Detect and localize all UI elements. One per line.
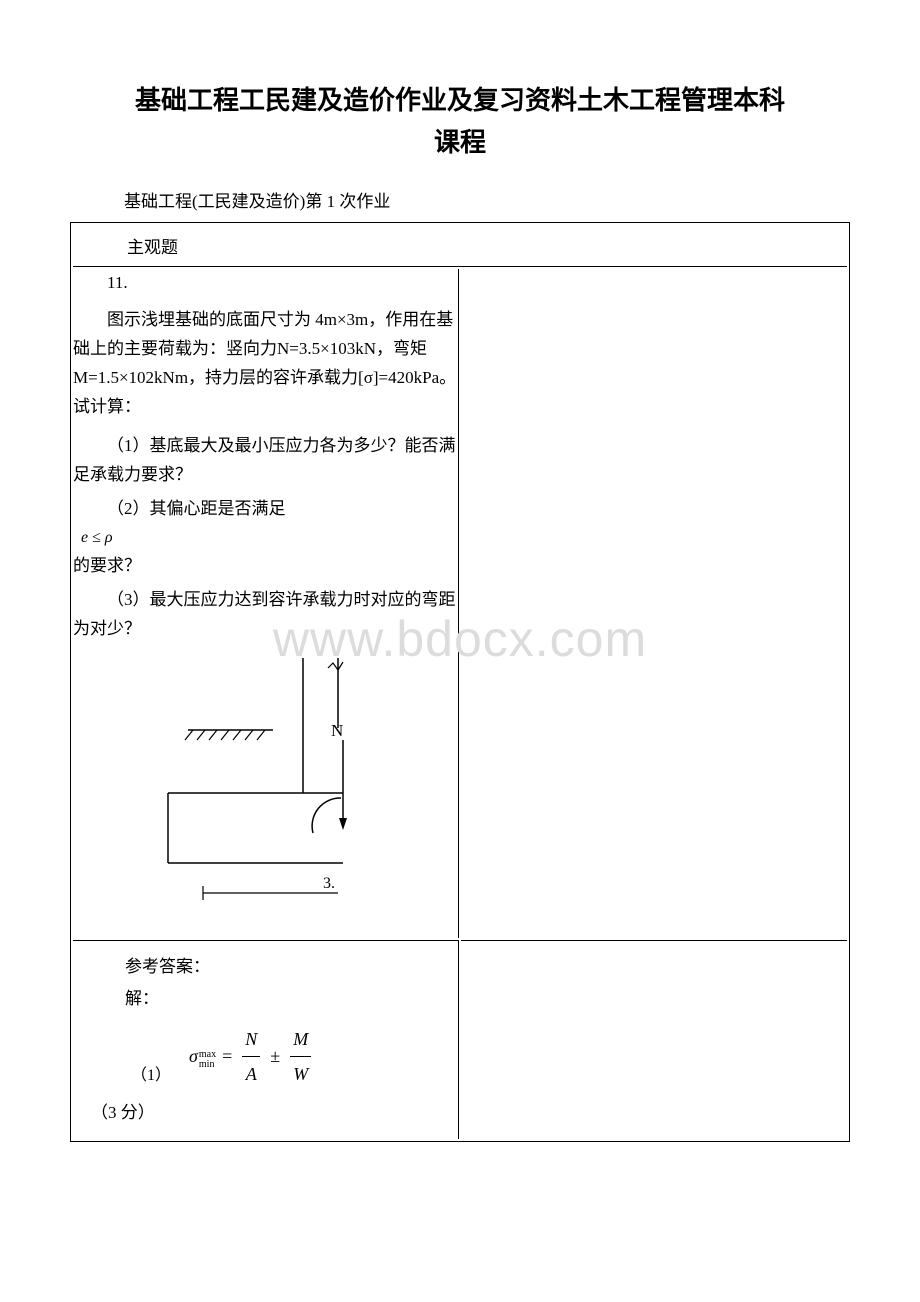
problem-table: 主观题 11. 图示浅埋基础的底面尺寸为 4m×3m，作用在基础上的主要荷载为：… xyxy=(70,222,850,1142)
plus-minus-sign: ± xyxy=(270,1039,280,1073)
sigma-subscript: max min xyxy=(199,1050,216,1070)
diagram-label-dim: 3. xyxy=(323,875,335,892)
answer-label: 参考答案： xyxy=(91,951,440,983)
frac1-top: N xyxy=(242,1022,260,1056)
problem-right-cell xyxy=(461,269,847,938)
frac2-bot: W xyxy=(290,1057,311,1091)
frac1-bot: A xyxy=(243,1057,260,1091)
fraction-na: N A xyxy=(242,1022,260,1091)
answer-right-cell xyxy=(461,940,847,1139)
title-line-1: 基础工程工民建及造价作业及复习资料土木工程管理本科 xyxy=(135,86,785,115)
sub-question-3: （3）最大压应力达到容许承载力时对应的弯距为对少？ xyxy=(73,586,458,644)
section-header-row: 主观题 xyxy=(73,225,847,267)
problem-intro: 图示浅埋基础的底面尺寸为 4m×3m，作用在基础上的主要荷载为：竖向力N=3.5… xyxy=(73,306,458,422)
assignment-subtitle: 基础工程(工民建及造价)第 1 次作业 xyxy=(70,187,850,212)
problem-content-row: 11. 图示浅埋基础的底面尺寸为 4m×3m，作用在基础上的主要荷载为：竖向力N… xyxy=(73,269,847,938)
formula-1: （1） σ max min = N A ± M xyxy=(91,1022,440,1091)
sub-question-1: （1）基底最大及最小压应力各为多少？能否满足承载力要求？ xyxy=(73,432,458,490)
fraction-mw: M W xyxy=(290,1022,311,1091)
diagram-label-n: N xyxy=(331,721,343,740)
sub-question-2-math: e ≤ ρ xyxy=(73,524,458,551)
formula-1-prefix: （1） xyxy=(131,1061,171,1091)
equals-sign: = xyxy=(222,1039,232,1073)
sub-question-2a: （2）其偏心距是否满足 xyxy=(73,495,458,524)
formula-1-lhs: σ max min xyxy=(189,1039,216,1073)
sub-question-2b: 的要求？ xyxy=(73,552,458,581)
section-header-cell: 主观题 xyxy=(73,225,847,267)
page-title: 基础工程工民建及造价作业及复习资料土木工程管理本科 课程 xyxy=(70,80,850,163)
solution-label: 解： xyxy=(91,983,440,1015)
diagram-svg: N 3. xyxy=(73,658,353,918)
sigma-symbol: σ xyxy=(189,1039,198,1073)
answer-row: 参考答案： 解： （1） σ max min = N A ± xyxy=(73,940,847,1139)
frac2-top: M xyxy=(290,1022,311,1056)
sub-min: min xyxy=(199,1060,216,1070)
foundation-diagram: N 3. xyxy=(73,658,458,928)
title-line-2: 课程 xyxy=(434,128,486,157)
question-number: 11. xyxy=(73,269,458,298)
problem-cell: 11. 图示浅埋基础的底面尺寸为 4m×3m，作用在基础上的主要荷载为：竖向力N… xyxy=(73,269,459,938)
answer-cell: 参考答案： 解： （1） σ max min = N A ± xyxy=(73,940,459,1139)
score-1: （3 分） xyxy=(91,1097,440,1129)
